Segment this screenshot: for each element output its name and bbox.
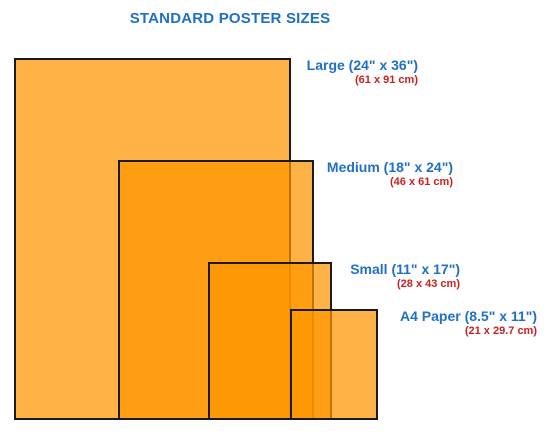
poster-large-size: Large (24" x 36")	[306, 57, 418, 73]
poster-small-size: Small (11" x 17")	[350, 261, 460, 277]
poster-large-label: Large (24" x 36") (61 x 91 cm)	[307, 57, 418, 87]
poster-a4-metric: (21 x 29.7 cm)	[464, 325, 537, 338]
poster-large-metric: (61 x 91 cm)	[355, 74, 418, 87]
poster-medium-size: Medium (18" x 24")	[326, 159, 453, 175]
poster-small-label: Small (11" x 17") (28 x 43 cm)	[350, 261, 460, 291]
poster-small-metric: (28 x 43 cm)	[397, 278, 460, 291]
poster-a4-size: A4 Paper (8.5" x 11")	[399, 308, 537, 324]
poster-medium-label: Medium (18" x 24") (46 x 61 cm)	[327, 159, 453, 189]
poster-a4-rect	[290, 309, 378, 420]
diagram-title: STANDARD POSTER SIZES	[129, 10, 331, 27]
poster-medium-metric: (46 x 61 cm)	[390, 176, 453, 189]
poster-a4-label: A4 Paper (8.5" x 11") (21 x 29.7 cm)	[400, 308, 537, 338]
